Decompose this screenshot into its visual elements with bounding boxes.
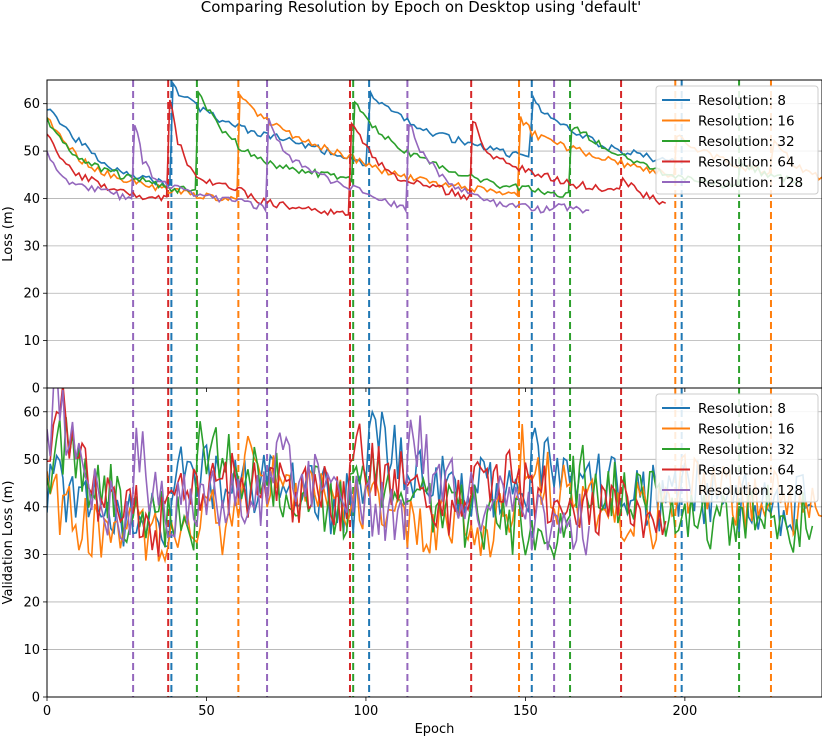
- axes-frame: [46, 387, 822, 698]
- legend-label: Resolution: 32: [698, 442, 795, 458]
- series-line: [47, 80, 676, 189]
- y-tick-label: 30: [23, 548, 40, 563]
- x-tick-label: 150: [513, 704, 538, 719]
- x-tick-label: 200: [672, 704, 697, 719]
- y-tick-label: 60: [23, 97, 40, 112]
- y-tick-label: 40: [23, 192, 40, 207]
- series-line: [47, 99, 667, 217]
- legend: Resolution: 8 Resolution: 16 Resolution: 3…: [655, 393, 819, 503]
- legend-label: Resolution: 64: [698, 463, 795, 479]
- figure-title: Comparing Resolution by Epoch on Desktop…: [201, 0, 642, 16]
- y-tick-label: 60: [23, 405, 40, 420]
- y-axis-label: Validation Loss (m): [1, 481, 16, 605]
- legend-label: Resolution: 128: [698, 175, 803, 191]
- legend-frame: [655, 85, 819, 195]
- x-tick-label: 100: [354, 704, 379, 719]
- x-tick-label: 50: [198, 704, 215, 719]
- series-line: [47, 388, 590, 556]
- y-tick-label: 10: [23, 643, 40, 658]
- legend: Resolution: 8 Resolution: 16 Resolution: 3…: [655, 85, 819, 195]
- y-tick-label: 50: [23, 453, 40, 468]
- y-tick-label: 0: [32, 382, 40, 397]
- series-line: [47, 117, 590, 214]
- x-axis-label: Epoch: [415, 722, 455, 737]
- y-tick-label: 20: [23, 595, 40, 610]
- legend-label: Resolution: 64: [698, 155, 795, 171]
- y-tick-label: 40: [23, 500, 40, 515]
- series-line: [47, 388, 667, 557]
- y-axis-label: Loss (m): [1, 206, 16, 261]
- y-tick-label: 50: [23, 145, 40, 160]
- legend-label: Resolution: 32: [698, 134, 795, 150]
- y-tick-label: 0: [32, 691, 40, 706]
- legend-label: Resolution: 8: [698, 93, 786, 109]
- legend-frame: [655, 393, 819, 503]
- legend-label: Resolution: 128: [698, 483, 803, 499]
- legend-label: Resolution: 16: [698, 114, 795, 130]
- x-tick-label: 0: [43, 704, 51, 719]
- legend-label: Resolution: 8: [698, 401, 786, 417]
- validation-loss-panel: 0 10 20 30 40 50 60 0 50 100 150 200 Validation Loss…: [1, 387, 822, 737]
- y-tick-label: 30: [23, 239, 40, 254]
- y-tick-label: 10: [23, 334, 40, 349]
- legend-label: Resolution: 16: [698, 422, 795, 438]
- y-tick-label: 20: [23, 287, 40, 302]
